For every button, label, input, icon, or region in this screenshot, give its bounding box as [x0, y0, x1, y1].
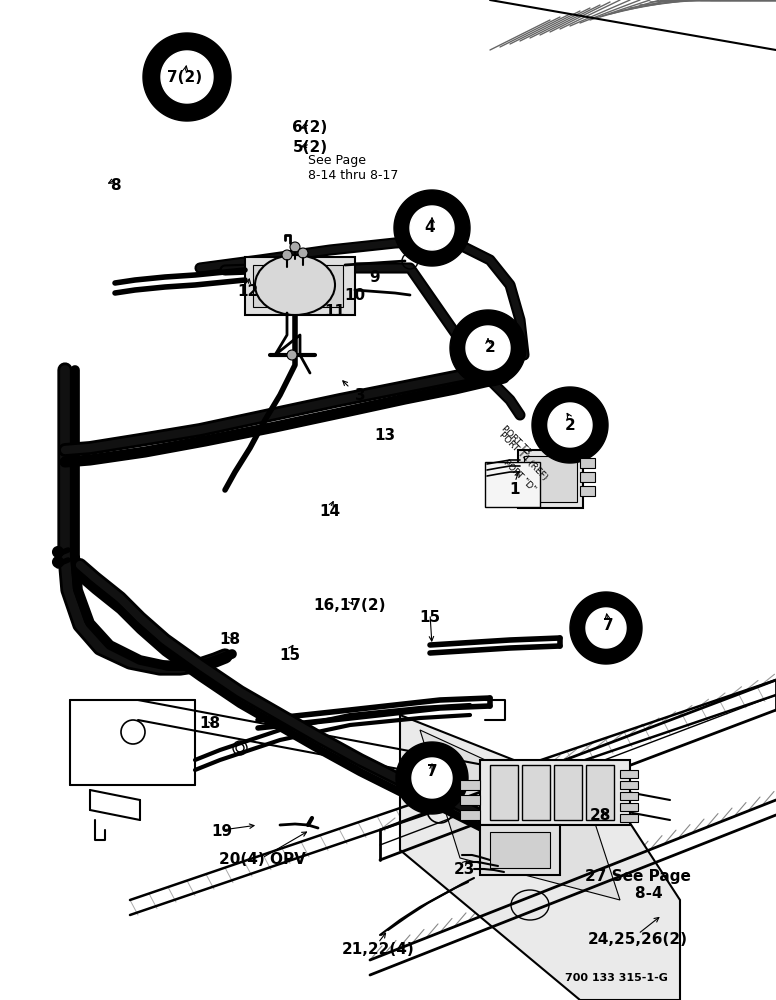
Text: 4: 4	[424, 221, 435, 235]
Polygon shape	[466, 326, 510, 370]
Text: 21,22(4): 21,22(4)	[341, 942, 414, 956]
Bar	[580, 486, 595, 496]
Text: 20(4) OPV: 20(4) OPV	[219, 852, 306, 867]
Text: 2: 2	[485, 340, 495, 356]
Circle shape	[53, 547, 63, 557]
Text: 8: 8	[109, 178, 120, 192]
Polygon shape	[400, 715, 680, 1000]
Text: 24,25,26(2): 24,25,26(2)	[588, 932, 688, 948]
Text: 14: 14	[320, 504, 341, 520]
Bar	[554, 765, 582, 820]
Polygon shape	[548, 403, 592, 447]
Bar	[245, 257, 355, 315]
Text: 16,17(2): 16,17(2)	[314, 597, 386, 612]
Polygon shape	[586, 608, 626, 648]
Bar	[480, 760, 630, 825]
Bar	[620, 814, 638, 822]
Text: 7: 7	[603, 617, 613, 633]
Text: 18: 18	[220, 633, 241, 648]
Polygon shape	[394, 190, 470, 266]
Text: 18: 18	[199, 716, 220, 730]
Bar	[580, 458, 595, 468]
Polygon shape	[396, 742, 468, 814]
Bar	[620, 770, 638, 778]
Circle shape	[290, 242, 300, 252]
Bar	[580, 472, 595, 482]
Bar	[490, 765, 518, 820]
Text: PORT T4 (REF): PORT T4 (REF)	[497, 430, 549, 482]
Text: 2: 2	[565, 418, 575, 432]
Text: 5(2): 5(2)	[293, 140, 327, 155]
Polygon shape	[412, 758, 452, 798]
Text: 1: 1	[510, 483, 520, 497]
Text: See Page
8-14 thru 8-17: See Page 8-14 thru 8-17	[308, 154, 398, 182]
Polygon shape	[410, 206, 454, 250]
Text: 23: 23	[453, 862, 475, 878]
Bar	[460, 780, 480, 790]
Circle shape	[53, 557, 63, 567]
Bar	[490, 832, 550, 868]
Polygon shape	[450, 310, 526, 386]
Text: 3: 3	[355, 387, 365, 402]
Ellipse shape	[255, 255, 335, 315]
Text: 7(2): 7(2)	[168, 70, 203, 85]
Bar	[460, 810, 480, 820]
Text: 9: 9	[369, 270, 380, 286]
Text: 6(2): 6(2)	[293, 120, 327, 135]
Bar	[522, 765, 550, 820]
Text: 11: 11	[324, 304, 345, 320]
Text: 15: 15	[420, 610, 441, 626]
Polygon shape	[420, 730, 620, 900]
Polygon shape	[143, 33, 231, 121]
Bar	[253, 265, 343, 307]
Bar	[620, 803, 638, 811]
Text: PORT "D": PORT "D"	[502, 458, 538, 494]
Bar	[586, 765, 614, 820]
Text: 12: 12	[237, 284, 258, 300]
Bar	[620, 792, 638, 800]
Bar	[524, 456, 577, 502]
Text: 700 133 315-1-G: 700 133 315-1-G	[565, 973, 668, 983]
Text: 10: 10	[345, 288, 365, 302]
Circle shape	[282, 250, 292, 260]
Bar	[480, 825, 560, 875]
Circle shape	[298, 248, 308, 258]
Text: 27 See Page
    8-4: 27 See Page 8-4	[585, 869, 691, 901]
Text: PORT T3: PORT T3	[500, 424, 533, 456]
Circle shape	[287, 350, 297, 360]
Text: 7: 7	[427, 764, 438, 780]
Bar	[460, 795, 480, 805]
Bar	[485, 462, 540, 507]
Polygon shape	[161, 51, 213, 103]
Text: 28: 28	[589, 808, 611, 822]
Polygon shape	[532, 387, 608, 463]
Text: 15: 15	[279, 648, 300, 662]
Text: 13: 13	[375, 428, 396, 442]
Text: 19: 19	[211, 824, 233, 840]
Bar	[620, 781, 638, 789]
Bar	[518, 450, 583, 508]
Polygon shape	[570, 592, 642, 664]
